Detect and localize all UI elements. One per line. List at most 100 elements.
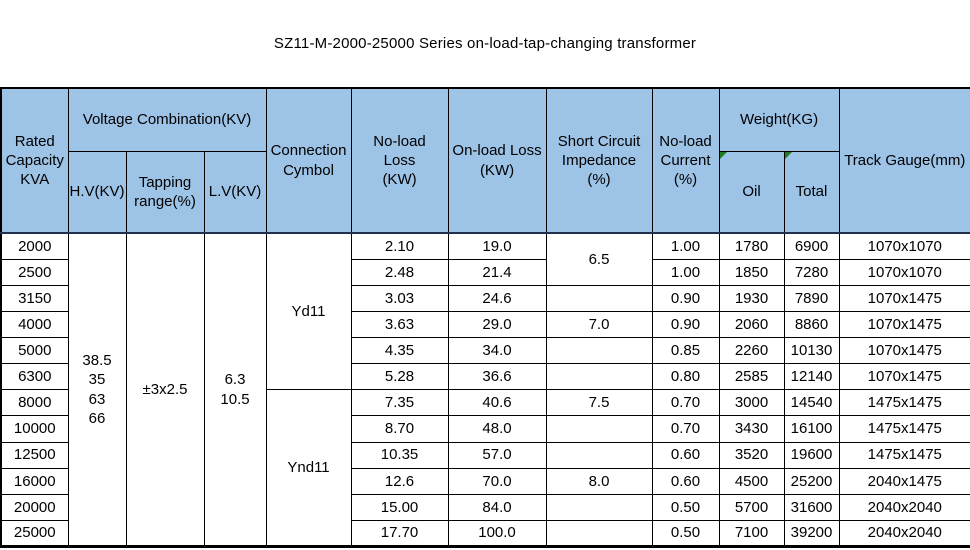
cell-capacity: 2500 (0, 258, 69, 286)
cell-capacity: 12500 (0, 441, 69, 469)
cell-on-load-loss: 70.0 (447, 467, 547, 495)
cell-no-load-loss: 4.35 (350, 336, 449, 365)
cell-capacity: 2000 (0, 231, 69, 260)
header-oil-label: Oil (742, 183, 761, 201)
cell-no-load-current: 0.80 (651, 363, 720, 391)
cell-track-gauge: 1070x1475 (838, 284, 970, 312)
header-total: Total (783, 150, 840, 234)
header-lv: L.V(KV) (203, 150, 267, 234)
cell-total-weight: 6900 (783, 231, 840, 260)
header-total-label: Total (795, 183, 828, 201)
cell-no-load-current: 1.00 (651, 231, 720, 260)
header-oil: Oil (718, 150, 785, 234)
cell-no-load-current: 0.70 (651, 389, 720, 417)
cell-no-load-loss: 7.35 (350, 389, 449, 417)
cell-oil-weight: 5700 (718, 493, 785, 521)
cell-on-load-loss: 21.4 (447, 258, 547, 286)
cell-impedance (545, 336, 653, 365)
header-rated-capacity: Rated Capacity KVA (0, 87, 69, 234)
header-row-1: Rated Capacity KVA Voltage Combination(K… (0, 87, 970, 234)
cell-track-gauge: 2040x1475 (838, 467, 970, 495)
cell-track-gauge: 2040x2040 (838, 493, 970, 521)
header-track-gauge: Track Gauge(mm) (838, 87, 970, 234)
cell-no-load-current: 0.60 (651, 441, 720, 469)
cell-capacity: 25000 (0, 519, 69, 548)
cell-oil-weight: 1930 (718, 284, 785, 312)
cell-impedance (545, 284, 653, 312)
header-row-2: H.V(KV) Tapping range(%) L.V(KV) Oil Tot… (1, 150, 970, 234)
cell-track-gauge: 1070x1070 (838, 258, 970, 286)
table-header: Rated Capacity KVA Voltage Combination(K… (0, 87, 970, 234)
cell-no-load-loss: 12.6 (350, 467, 449, 495)
cell-track-gauge: 1070x1475 (838, 336, 970, 365)
cell-no-load-current: 0.90 (651, 284, 720, 312)
excel-error-marker-icon (785, 152, 792, 159)
header-hv: H.V(KV) (67, 150, 127, 234)
header-no-load-current: No-load Current (%) (651, 87, 720, 234)
cell-total-weight: 16100 (783, 415, 840, 443)
cell-no-load-current: 0.50 (651, 493, 720, 521)
cell-impedance: 7.5 (545, 389, 653, 417)
cell-total-weight: 8860 (783, 310, 840, 339)
header-weight: Weight(KG) (718, 87, 840, 152)
cell-impedance (545, 493, 653, 521)
cell-lv-values: 6.3 10.5 (203, 232, 267, 547)
cell-hv-values: 38.5 35 63 66 (67, 232, 127, 547)
cell-on-load-loss: 24.6 (447, 284, 547, 312)
cell-on-load-loss: 48.0 (447, 415, 547, 443)
cell-connection-ynd11: Ynd11 (265, 389, 352, 547)
cell-no-load-loss: 2.48 (350, 258, 449, 286)
cell-no-load-loss: 10.35 (350, 441, 449, 469)
header-tapping-range: Tapping range(%) (125, 150, 205, 234)
table-row: 5000 4.35 34.0 0.85 2260 10130 1070x1475 (0, 336, 970, 365)
cell-total-weight: 19600 (783, 441, 840, 469)
cell-track-gauge: 1475x1475 (838, 415, 970, 443)
cell-oil-weight: 2260 (718, 336, 785, 365)
cell-no-load-current: 0.60 (651, 467, 720, 495)
cell-on-load-loss: 36.6 (447, 363, 547, 391)
cell-capacity: 5000 (0, 336, 69, 365)
cell-track-gauge: 1070x1475 (838, 363, 970, 391)
table-row: 4000 3.63 29.0 7.0 0.90 2060 8860 1070x1… (0, 310, 970, 339)
cell-on-load-loss: 57.0 (447, 441, 547, 469)
cell-total-weight: 7280 (783, 258, 840, 286)
cell-on-load-loss: 34.0 (447, 336, 547, 365)
cell-connection-yd11: Yd11 (265, 232, 352, 391)
table-row: 2000 38.5 35 63 66 ±3x2.5 6.3 10.5 Yd11 … (0, 231, 970, 547)
cell-on-load-loss: 100.0 (447, 519, 547, 548)
cell-total-weight: 7890 (783, 284, 840, 312)
cell-oil-weight: 7100 (718, 519, 785, 548)
cell-no-load-current: 0.50 (651, 519, 720, 548)
cell-impedance (545, 415, 653, 443)
cell-impedance: 7.0 (545, 310, 653, 339)
cell-oil-weight: 3430 (718, 415, 785, 443)
cell-capacity: 6300 (0, 363, 69, 391)
cell-capacity: 3150 (0, 284, 69, 312)
page-title: SZ11-M-2000-25000 Series on-load-tap-cha… (273, 35, 697, 52)
transformer-spec-table: Rated Capacity KVA Voltage Combination(K… (0, 87, 970, 548)
cell-oil-weight: 4500 (718, 467, 785, 495)
cell-total-weight: 12140 (783, 363, 840, 391)
cell-capacity: 16000 (0, 467, 69, 495)
table-row: 25000 17.70 100.0 0.50 7100 39200 2040x2… (0, 519, 970, 548)
cell-capacity: 20000 (0, 493, 69, 521)
cell-impedance (545, 363, 653, 391)
cell-no-load-loss: 15.00 (350, 493, 449, 521)
cell-oil-weight: 2060 (718, 310, 785, 339)
cell-capacity: 10000 (0, 415, 69, 443)
cell-total-weight: 31600 (783, 493, 840, 521)
cell-on-load-loss: 40.6 (447, 389, 547, 417)
header-voltage-combination: Voltage Combination(KV) (67, 87, 267, 152)
cell-tapping-range: ±3x2.5 (125, 232, 205, 547)
table-row: 3150 3.03 24.6 0.90 1930 7890 1070x1475 (0, 284, 970, 312)
cell-oil-weight: 2585 (718, 363, 785, 391)
cell-no-load-current: 0.90 (651, 310, 720, 339)
cell-oil-weight: 1850 (718, 258, 785, 286)
cell-on-load-loss: 84.0 (447, 493, 547, 521)
cell-total-weight: 14540 (783, 389, 840, 417)
cell-oil-weight: 3000 (718, 389, 785, 417)
table-body: 2000 38.5 35 63 66 ±3x2.5 6.3 10.5 Yd11 … (0, 231, 970, 548)
cell-total-weight: 25200 (783, 467, 840, 495)
cell-impedance (545, 441, 653, 469)
